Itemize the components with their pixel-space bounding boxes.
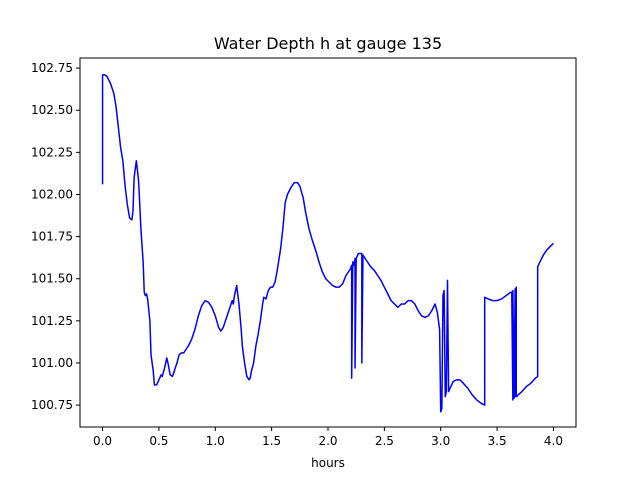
plot-frame (79, 57, 577, 428)
y-tick-label: 101.75 (31, 230, 73, 244)
x-tick-label: 1.5 (262, 434, 281, 448)
y-tick-label: 102.50 (31, 103, 73, 117)
x-tick-label: 0.0 (93, 434, 112, 448)
y-tick-label: 102.00 (31, 187, 73, 201)
plot-lines (101, 74, 554, 413)
series-line-0 (101, 74, 554, 413)
x-tick-label: 2.5 (375, 434, 394, 448)
chart-title: Water Depth h at gauge 135 (214, 34, 442, 53)
y-axis-ticks: 100.75 101.00 101.25 101.50 101.75 102.00 102.… (31, 61, 80, 412)
x-tick-label: 4.0 (544, 434, 563, 448)
x-tick-label: 3.0 (431, 434, 450, 448)
x-axis-label: hours (311, 456, 345, 470)
y-tick-label: 102.75 (31, 61, 73, 75)
x-tick-label: 3.5 (488, 434, 507, 448)
y-tick-label: 101.50 (31, 272, 73, 286)
x-axis-ticks: 0.0 0.5 1.0 1.5 2.0 2.5 3.0 3.5 4.0 (93, 427, 563, 448)
x-tick-label: 2.0 (318, 434, 337, 448)
y-tick-label: 101.00 (31, 356, 73, 370)
x-tick-label: 1.0 (206, 434, 225, 448)
y-tick-label: 101.25 (31, 314, 73, 328)
y-tick-label: 100.75 (31, 398, 73, 412)
x-tick-label: 0.5 (149, 434, 168, 448)
y-tick-label: 102.25 (31, 145, 73, 159)
